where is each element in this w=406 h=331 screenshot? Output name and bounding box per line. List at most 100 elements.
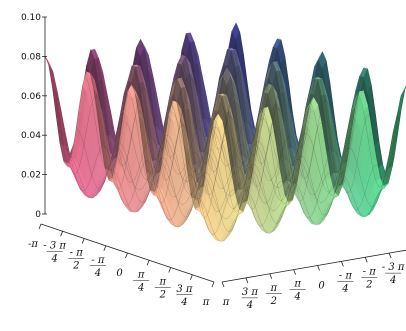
y-tick-label: π [222, 297, 230, 308]
mesh-line [124, 120, 298, 224]
z-tick-label: 0 [35, 210, 41, 220]
mesh-line [52, 81, 227, 219]
svg-text:4: 4 [293, 292, 300, 303]
svg-text:3 π: 3 π [242, 287, 259, 298]
x-tick-mark [81, 238, 85, 244]
x-tick-label: 0 [116, 268, 123, 279]
y-tick-mark [269, 273, 273, 279]
y-tick-label: - 3 π 4 [382, 262, 405, 286]
x-tick-mark [38, 223, 42, 230]
svg-text:4: 4 [50, 253, 57, 264]
y-tick-mark [245, 277, 249, 284]
x-tick-label: -π [28, 239, 38, 250]
x-tick-mark [60, 231, 63, 237]
y-axis-line [221, 249, 406, 283]
y-tick-mark [293, 269, 296, 275]
z-axis: 0 0.02 0.04 0.06 0.08 0.10 [21, 13, 47, 220]
svg-text:4: 4 [341, 283, 348, 294]
x-tick-label: - π 2 [68, 248, 85, 272]
mesh-line [84, 75, 258, 213]
svg-text:2: 2 [270, 296, 277, 307]
svg-text:- 3 π: - 3 π [43, 240, 66, 251]
svg-text:- π: - π [91, 255, 105, 266]
mesh-line [132, 67, 306, 205]
svg-text:2: 2 [159, 290, 166, 301]
mesh-line [164, 138, 338, 226]
surface-peaks [44, 22, 406, 242]
svg-text:0: 0 [116, 268, 123, 279]
x-tick-mark [190, 274, 193, 280]
x-tick-label: π2 [154, 277, 171, 301]
x-tick-label: π4 [133, 269, 150, 293]
mesh-line [140, 39, 314, 194]
mesh-line [235, 22, 406, 178]
y-tick-label: π4 [289, 279, 306, 303]
z-tick-label: 0.10 [21, 13, 41, 23]
svg-text:0: 0 [318, 281, 325, 292]
svg-text:4: 4 [389, 275, 396, 286]
z-tick-label: 0.08 [21, 52, 41, 62]
z-tick-label: 0.02 [21, 171, 41, 181]
x-tick-label: - 3 π 4 [43, 240, 66, 264]
mesh-line [188, 31, 362, 186]
y-tick-mark [364, 257, 368, 263]
mesh-line [156, 115, 330, 219]
mesh-line [116, 146, 290, 234]
mesh-line [108, 123, 282, 227]
mesh-line [204, 106, 378, 210]
mesh-line [180, 59, 354, 197]
surface-mesh [44, 22, 406, 242]
x-tick-mark [146, 260, 150, 266]
svg-text:4: 4 [94, 268, 101, 279]
z-tick-label: 0.04 [21, 131, 41, 141]
x-tick-mark [211, 281, 215, 288]
mesh-line [172, 112, 346, 216]
svg-text:π: π [269, 283, 277, 294]
x-tick-label: π [202, 297, 210, 308]
y-tick-label: π2 [265, 283, 282, 307]
svg-text:4: 4 [246, 300, 253, 311]
x-tick-mark [125, 252, 128, 259]
svg-text:- 3 π: - 3 π [382, 262, 405, 273]
svg-text:2: 2 [72, 261, 79, 272]
y-tick-label: - π 4 [337, 270, 354, 294]
svg-text:- π: - π [70, 248, 84, 259]
mesh-line [227, 51, 402, 188]
y-tick-mark [221, 281, 225, 288]
mesh-line [68, 154, 242, 242]
z-tick-label: 0.06 [21, 92, 41, 102]
y-tick-mark [341, 261, 344, 267]
mesh-line [92, 47, 266, 202]
mesh-line [148, 64, 322, 202]
svg-text:4: 4 [180, 297, 187, 308]
svg-text:4: 4 [137, 282, 144, 293]
svg-text:-π: -π [28, 239, 38, 250]
x-tick-mark [168, 267, 172, 273]
surface-patch [213, 113, 223, 128]
y-tick-label: - π 2 [361, 266, 378, 290]
svg-text:π: π [222, 297, 230, 308]
svg-text:3 π: 3 π [176, 284, 193, 295]
svg-text:π: π [137, 269, 145, 280]
svg-text:π: π [202, 297, 210, 308]
x-tick-mark [103, 245, 107, 251]
svg-text:π: π [293, 279, 301, 290]
y-tick-label: 3 π4 [242, 287, 259, 311]
mesh-line [44, 55, 219, 211]
svg-text:2: 2 [365, 279, 372, 290]
svg-text:- π: - π [339, 270, 353, 281]
mesh-line [60, 131, 234, 235]
y-tick-mark [317, 265, 320, 271]
y-tick-label: 0 [318, 281, 325, 292]
x-tick-label: - π 4 [89, 255, 106, 279]
mesh-line [100, 73, 274, 210]
svg-text:- π: - π [363, 266, 377, 277]
mesh-line [76, 128, 250, 232]
x-tick-label: 3 π4 [176, 284, 193, 308]
mesh-line [196, 56, 370, 194]
mesh-line [211, 129, 386, 218]
